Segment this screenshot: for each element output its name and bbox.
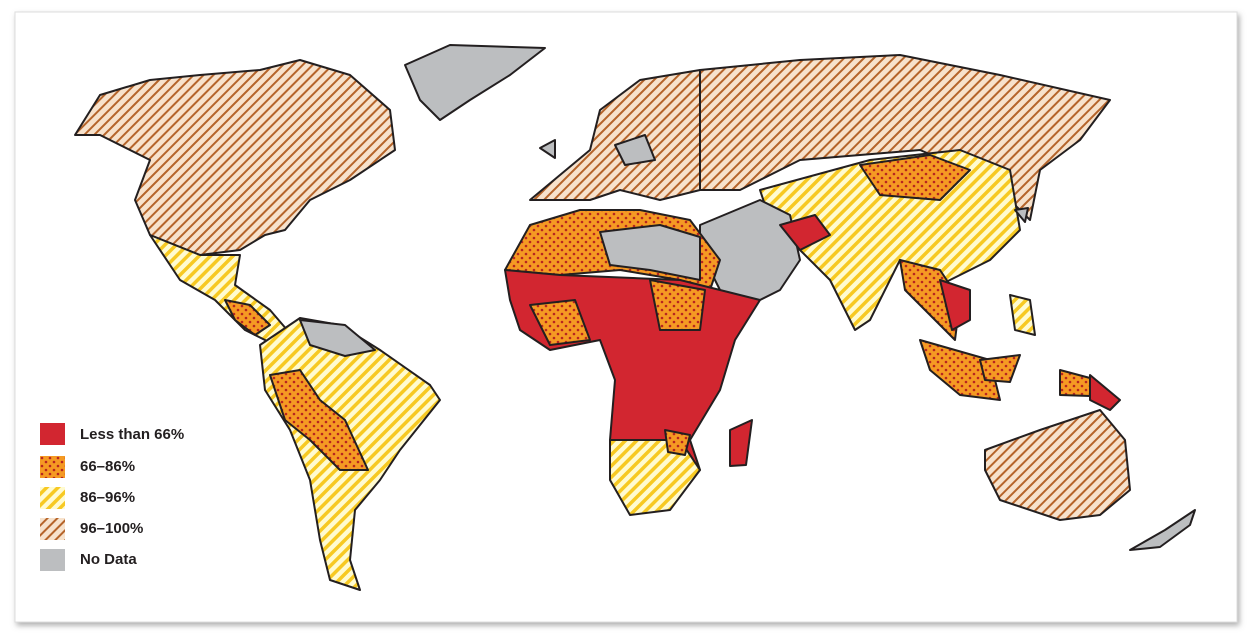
legend-label: 86–96% <box>80 489 135 506</box>
legend-label: 96–100% <box>80 520 143 537</box>
legend-label: Less than 66% <box>80 426 184 443</box>
legend-swatch <box>40 487 65 509</box>
legend-label: 66–86% <box>80 458 135 475</box>
legend: Less than 66% 66–86% 86–96% 96–100% No D… <box>40 423 184 571</box>
legend-label: No Data <box>80 551 137 568</box>
legend-swatch <box>40 456 65 478</box>
world-map <box>74 44 1196 591</box>
legend-swatch <box>40 423 65 445</box>
legend-swatch <box>40 518 65 540</box>
legend-swatch <box>40 549 65 571</box>
